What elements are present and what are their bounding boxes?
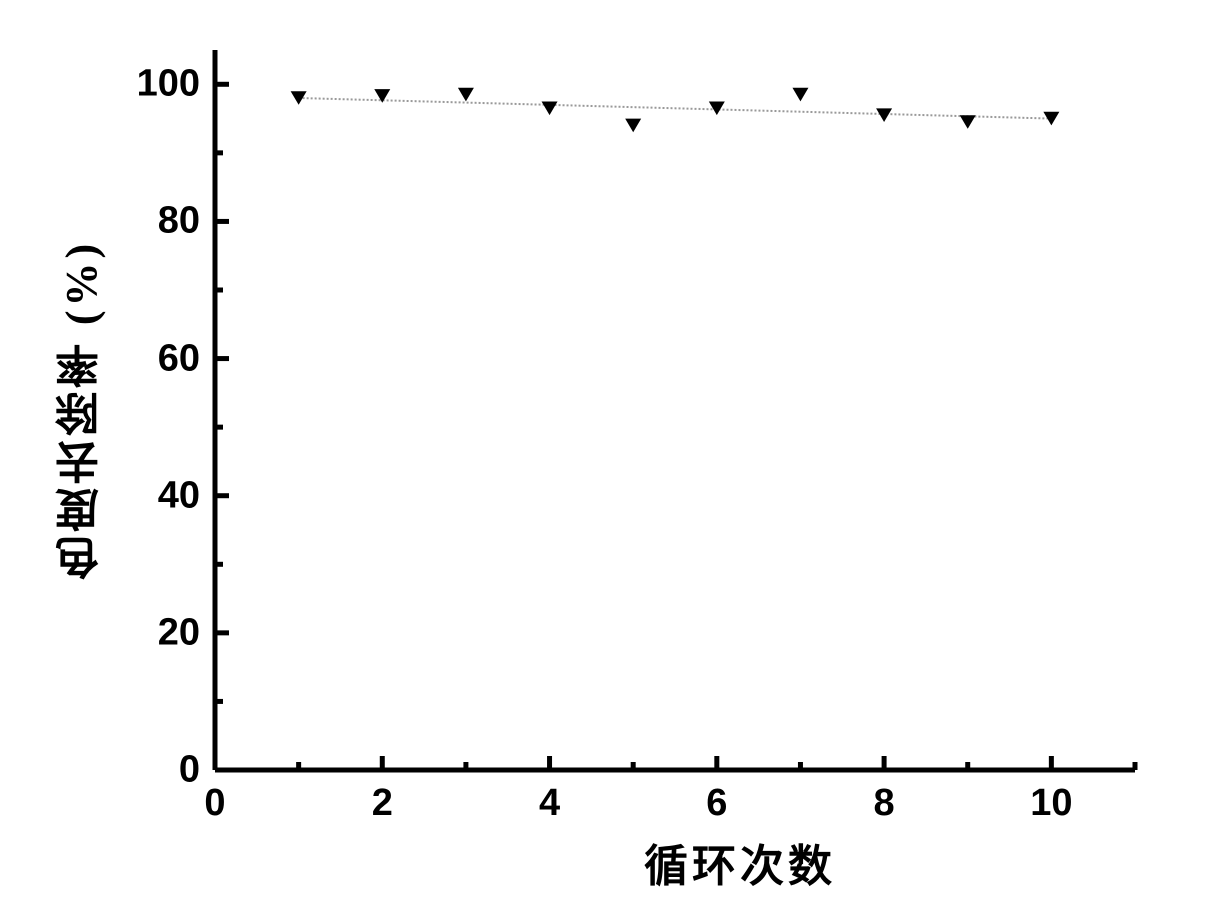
trendline: [299, 98, 1052, 119]
x-tick-label: 8: [874, 782, 895, 825]
data-marker: [625, 119, 641, 133]
chart-container: 色度去除率 (%) 020406080100 0246810 循环次数: [60, 20, 1160, 870]
x-tick-label: 10: [1030, 782, 1072, 825]
y-axis-label: 色度去除率 (%): [50, 240, 114, 580]
markers-group: [291, 88, 1060, 132]
axes-group: [215, 50, 1135, 770]
data-marker: [458, 88, 474, 102]
x-tick-label: 6: [706, 782, 727, 825]
y-tick-label: 100: [110, 63, 200, 106]
y-tick-label: 40: [110, 474, 200, 517]
data-marker: [792, 88, 808, 102]
x-tick-label: 2: [372, 782, 393, 825]
plot-area: [215, 50, 1135, 770]
y-tick-label: 20: [110, 611, 200, 654]
y-tick-label: 0: [110, 749, 200, 792]
x-axis-label: 循环次数: [590, 830, 890, 894]
x-tick-label: 4: [539, 782, 560, 825]
y-tick-label: 80: [110, 200, 200, 243]
trendline-group: [299, 98, 1052, 119]
data-marker: [876, 108, 892, 122]
plot-svg: [215, 50, 1135, 770]
y-tick-label: 60: [110, 337, 200, 380]
data-marker: [542, 101, 558, 115]
x-tick-label: 0: [204, 782, 225, 825]
data-marker: [960, 115, 976, 129]
data-marker: [1043, 112, 1059, 126]
